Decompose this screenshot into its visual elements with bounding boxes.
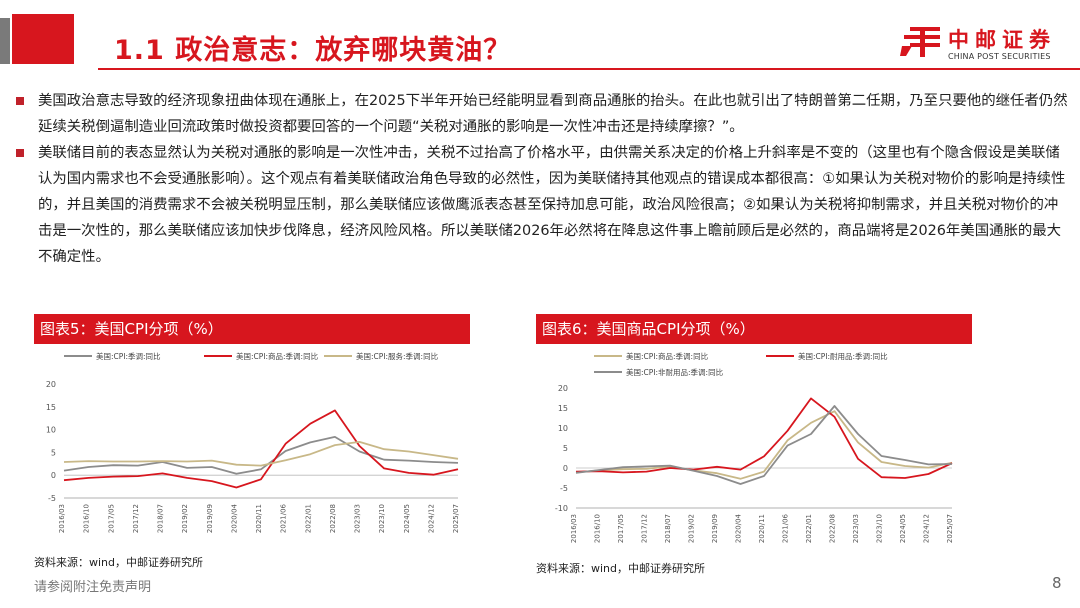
x-tick-label: 2016/03 [58,504,66,533]
series-line [575,405,953,485]
legend-label: 美国:CPI:商品:季调:同比 [236,351,319,361]
cpi-line-chart: 美国:CPI:季调:同比 美国:CPI:商品:季调:同比 美国:CPI:服务:季调:… [46,351,460,533]
bullet-square-icon [16,97,24,105]
chart-panel-goods-cpi: 图表6：美国商品CPI分项（%） 美国:CPI:商品:季调:同比 美国:CPI:耐… [536,314,972,576]
x-tick-label: 2021/06 [782,513,790,543]
y-tick-label: 5 [51,448,56,457]
series-line [63,409,459,489]
y-tick-label: 15 [46,403,56,412]
x-tick-label: 2017/12 [641,514,649,543]
y-tick-label: 15 [558,404,568,413]
legend-item: 美国:CPI:非耐用品:季调:同比 [594,367,724,377]
x-tick-label: 2022/01 [304,504,312,533]
logo-chinese-name: 中邮证券 [948,28,1056,52]
legend-item: 美国:CPI:耐用品:季调:同比 [766,351,888,361]
header-accent-bar [0,18,10,64]
page-number: 8 [1052,574,1062,592]
x-tick-label: 2019/09 [711,514,719,543]
chart-title: 图表5：美国CPI分项（%） [34,314,470,344]
x-tick-label: 2025/07 [946,514,954,543]
x-tick-label: 2018/07 [157,504,165,533]
paragraph-text: 美联储目前的表态显然认为关税对通胀的影响是一次性冲击，关税不过抬高了价格水平，由… [38,145,1066,265]
legend-item: 美国:CPI:商品:季调:同比 [204,351,319,361]
bullet-paragraph: 美联储目前的表态显然认为关税对通胀的影响是一次性冲击，关税不过抬高了价格水平，由… [16,140,1070,270]
x-tick-label: 2019/02 [181,504,189,533]
x-tick-label: 2017/12 [132,504,140,533]
y-tick-label: 0 [563,464,568,473]
x-tick-label: 2018/07 [664,514,672,543]
bullet-square-icon [16,149,24,157]
legend-item: 美国:CPI:季调:同比 [64,351,161,361]
x-tick-label: 2017/05 [107,504,115,533]
series-line [575,410,953,480]
x-tick-label: 2023/10 [876,514,884,543]
page-title: 1.1 政治意志：放弃哪块黄油？ [114,35,512,66]
y-tick-label: -5 [48,494,56,503]
series-line [575,397,953,479]
legend-label: 美国:CPI:耐用品:季调:同比 [798,351,888,361]
y-tick-label: 20 [558,384,568,393]
chart-source: 资料来源：wind，中邮证券研究所 [34,556,204,569]
header-red-block [12,14,74,64]
y-tick-label: 10 [558,424,568,433]
bullet-paragraph: 美国政治意志导致的经济现象扭曲体现在通胀上，在2025下半年开始已经能明显看到商… [16,88,1070,140]
paragraph-text: 美国政治意志导致的经济现象扭曲体现在通胀上，在2025下半年开始已经能明显看到商… [38,93,1068,135]
china-post-logo-icon [900,27,940,57]
legend-label: 美国:CPI:非耐用品:季调:同比 [626,367,724,377]
x-tick-label: 2024/12 [427,504,435,533]
y-tick-label: 20 [46,380,56,389]
x-tick-label: 2020/11 [255,504,263,533]
x-tick-label: 2020/04 [735,513,743,543]
y-tick-label: -5 [560,484,568,493]
x-tick-label: 2016/03 [570,514,578,543]
company-logo: 中邮证券 CHINA POST SECURITIES [900,22,1070,66]
y-tick-label: 5 [563,444,568,453]
x-tick-label: 2020/11 [758,514,766,543]
x-tick-label: 2022/01 [805,514,813,543]
x-tick-label: 2023/03 [852,514,860,543]
logo-english-name: CHINA POST SECURITIES [948,52,1051,61]
title-divider [98,68,1080,70]
chart-source: 资料来源：wind，中邮证券研究所 [536,562,706,575]
y-tick-label: 10 [46,426,56,435]
series-line [63,436,459,475]
y-tick-label: 0 [51,471,56,480]
x-tick-label: 2021/06 [280,503,288,533]
x-tick-label: 2022/08 [829,514,837,543]
legend-item: 美国:CPI:服务:季调:同比 [324,351,439,361]
body-content: 美国政治意志导致的经济现象扭曲体现在通胀上，在2025下半年开始已经能明显看到商… [16,88,1070,270]
footer-disclaimer: 请参阅附注免责声明 [34,580,152,595]
x-tick-label: 2020/04 [230,503,238,533]
legend-label: 美国:CPI:服务:季调:同比 [356,351,439,361]
x-tick-label: 2022/08 [329,504,337,533]
x-tick-label: 2017/05 [617,514,625,543]
legend-label: 美国:CPI:商品:季调:同比 [626,351,709,361]
x-tick-label: 2023/10 [378,504,386,533]
legend-item: 美国:CPI:商品:季调:同比 [594,351,709,361]
y-tick-label: -10 [555,504,568,513]
chart-panel-cpi: 图表5：美国CPI分项（%） 美国:CPI:季调:同比 美国:CPI:商品:季调:… [34,314,470,576]
series-line [63,441,459,467]
legend-label: 美国:CPI:季调:同比 [96,351,161,361]
x-tick-label: 2024/12 [923,514,931,543]
x-tick-label: 2019/09 [206,504,214,533]
x-tick-label: 2019/02 [688,514,696,543]
chart-title: 图表6：美国商品CPI分项（%） [536,314,972,344]
x-tick-label: 2023/03 [354,504,362,533]
x-tick-label: 2024/05 [899,514,907,543]
x-tick-label: 2016/10 [594,514,602,543]
goods-cpi-line-chart: 美国:CPI:商品:季调:同比 美国:CPI:耐用品:季调:同比美国:CPI:非耐… [555,351,954,543]
x-tick-label: 2016/10 [83,504,91,533]
x-tick-label: 2025/07 [452,504,460,533]
x-tick-label: 2024/05 [403,504,411,533]
